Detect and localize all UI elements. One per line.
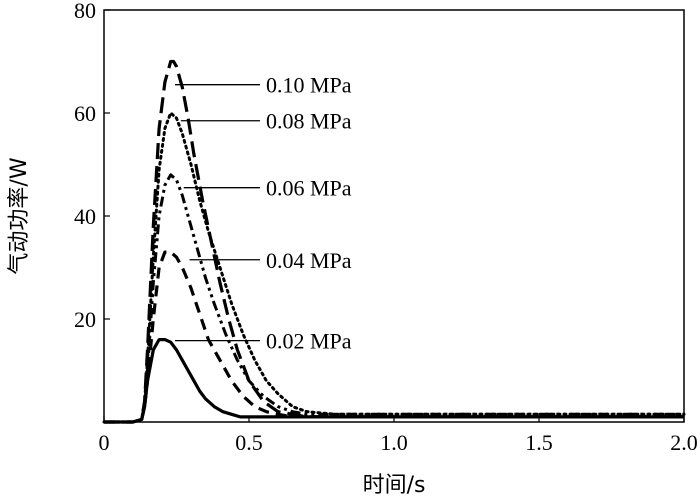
x-tick-label: 0 bbox=[99, 430, 110, 455]
y-axis-title: 气动功率/W bbox=[7, 157, 32, 274]
plot-area: 0.10 MPa 0.08 MPa 0.06 MPa 0.04 MPa 0.02 MPa… bbox=[74, 0, 698, 455]
x-tick-label: 1.5 bbox=[525, 430, 553, 455]
annotation-label: 0.02 MPa bbox=[266, 329, 352, 354]
series-line-0 bbox=[104, 59, 684, 424]
y-tick-label: 60 bbox=[74, 101, 96, 126]
x-tick-label: 0.5 bbox=[235, 430, 263, 455]
series-line-3 bbox=[104, 250, 684, 424]
y-tick-label: 80 bbox=[74, 0, 96, 23]
annotation-label: 0.06 MPa bbox=[266, 176, 352, 201]
series-line-2 bbox=[104, 173, 684, 424]
tick-layer: 0 0.5 1.0 1.5 2.0 20 40 60 80 bbox=[74, 0, 698, 455]
x-axis-title: 时间/s bbox=[363, 473, 426, 497]
annotation-label: 0.08 MPa bbox=[266, 109, 352, 134]
series-layer bbox=[102, 59, 686, 424]
plot-frame bbox=[103, 9, 685, 423]
x-tick-label: 2.0 bbox=[670, 430, 698, 455]
annotation-label: 0.10 MPa bbox=[266, 73, 352, 98]
series-line-4 bbox=[104, 338, 684, 424]
y-tick-label: 40 bbox=[74, 204, 96, 229]
annotation-layer: 0.10 MPa 0.08 MPa 0.06 MPa 0.04 MPa 0.02 MPa bbox=[175, 73, 352, 354]
annotation-label: 0.04 MPa bbox=[266, 248, 352, 273]
y-tick-label: 20 bbox=[74, 307, 96, 332]
x-tick-label: 1.0 bbox=[380, 430, 408, 455]
